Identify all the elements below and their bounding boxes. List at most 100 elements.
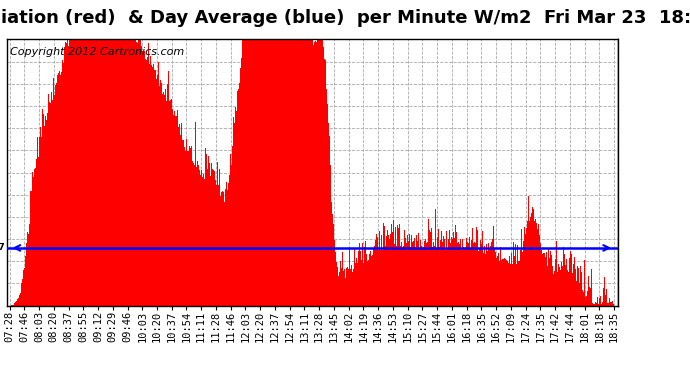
Bar: [542, 254, 543, 306]
Bar: [86, 39, 88, 306]
Bar: [477, 230, 478, 306]
Bar: [266, 39, 267, 306]
Bar: [356, 258, 357, 306]
Bar: [290, 39, 291, 306]
Bar: [570, 251, 571, 306]
Bar: [575, 270, 576, 306]
Bar: [57, 75, 58, 306]
Bar: [229, 176, 230, 306]
Bar: [551, 255, 552, 306]
Bar: [17, 300, 18, 306]
Bar: [315, 41, 316, 306]
Bar: [512, 264, 513, 306]
Bar: [89, 39, 90, 306]
Bar: [42, 110, 43, 306]
Bar: [375, 240, 376, 306]
Bar: [306, 39, 307, 306]
Bar: [334, 240, 335, 306]
Bar: [360, 251, 361, 306]
Bar: [130, 39, 131, 306]
Bar: [392, 232, 393, 306]
Bar: [83, 39, 84, 306]
Bar: [227, 190, 228, 306]
Bar: [32, 172, 33, 306]
Bar: [391, 224, 392, 306]
Bar: [50, 103, 51, 306]
Bar: [14, 303, 15, 306]
Bar: [309, 39, 310, 306]
Bar: [366, 254, 367, 306]
Bar: [124, 39, 125, 306]
Bar: [138, 39, 139, 306]
Bar: [64, 47, 66, 306]
Bar: [312, 39, 313, 306]
Bar: [297, 39, 299, 306]
Bar: [316, 42, 317, 306]
Bar: [247, 39, 248, 306]
Bar: [408, 234, 410, 306]
Bar: [25, 256, 26, 306]
Bar: [110, 39, 112, 306]
Bar: [425, 240, 426, 306]
Bar: [258, 39, 259, 306]
Bar: [36, 159, 37, 306]
Bar: [336, 262, 337, 306]
Bar: [482, 231, 483, 306]
Bar: [600, 296, 601, 306]
Bar: [79, 39, 80, 306]
Bar: [457, 242, 459, 306]
Bar: [172, 109, 173, 306]
Bar: [428, 219, 429, 306]
Bar: [494, 249, 495, 306]
Bar: [437, 237, 438, 306]
Bar: [351, 265, 352, 306]
Bar: [364, 247, 365, 306]
Bar: [331, 202, 333, 306]
Bar: [103, 39, 104, 306]
Bar: [604, 295, 606, 306]
Bar: [405, 238, 406, 306]
Bar: [43, 114, 44, 306]
Bar: [252, 39, 253, 306]
Bar: [445, 251, 446, 306]
Bar: [499, 261, 500, 306]
Bar: [593, 304, 594, 306]
Bar: [569, 258, 570, 306]
Bar: [165, 89, 166, 306]
Bar: [215, 180, 216, 306]
Bar: [23, 270, 24, 306]
Bar: [424, 242, 425, 306]
Bar: [128, 39, 129, 306]
Bar: [169, 101, 170, 306]
Bar: [328, 136, 330, 306]
Bar: [170, 100, 171, 306]
Bar: [233, 117, 235, 306]
Bar: [491, 251, 493, 306]
Bar: [456, 232, 457, 306]
Bar: [543, 253, 544, 306]
Bar: [262, 39, 263, 306]
Bar: [500, 247, 502, 306]
Bar: [518, 261, 519, 306]
Bar: [613, 305, 614, 306]
Bar: [414, 238, 415, 306]
Bar: [530, 217, 531, 306]
Bar: [311, 39, 312, 306]
Bar: [260, 39, 261, 306]
Bar: [81, 39, 82, 306]
Bar: [481, 244, 482, 306]
Bar: [73, 39, 74, 306]
Bar: [88, 39, 89, 306]
Bar: [483, 253, 484, 306]
Bar: [401, 242, 402, 306]
Bar: [34, 169, 35, 306]
Bar: [114, 39, 115, 306]
Bar: [308, 39, 309, 306]
Bar: [567, 270, 568, 306]
Bar: [263, 39, 264, 306]
Bar: [555, 242, 557, 306]
Bar: [178, 127, 179, 306]
Bar: [383, 223, 384, 306]
Bar: [434, 246, 435, 306]
Bar: [52, 78, 54, 306]
